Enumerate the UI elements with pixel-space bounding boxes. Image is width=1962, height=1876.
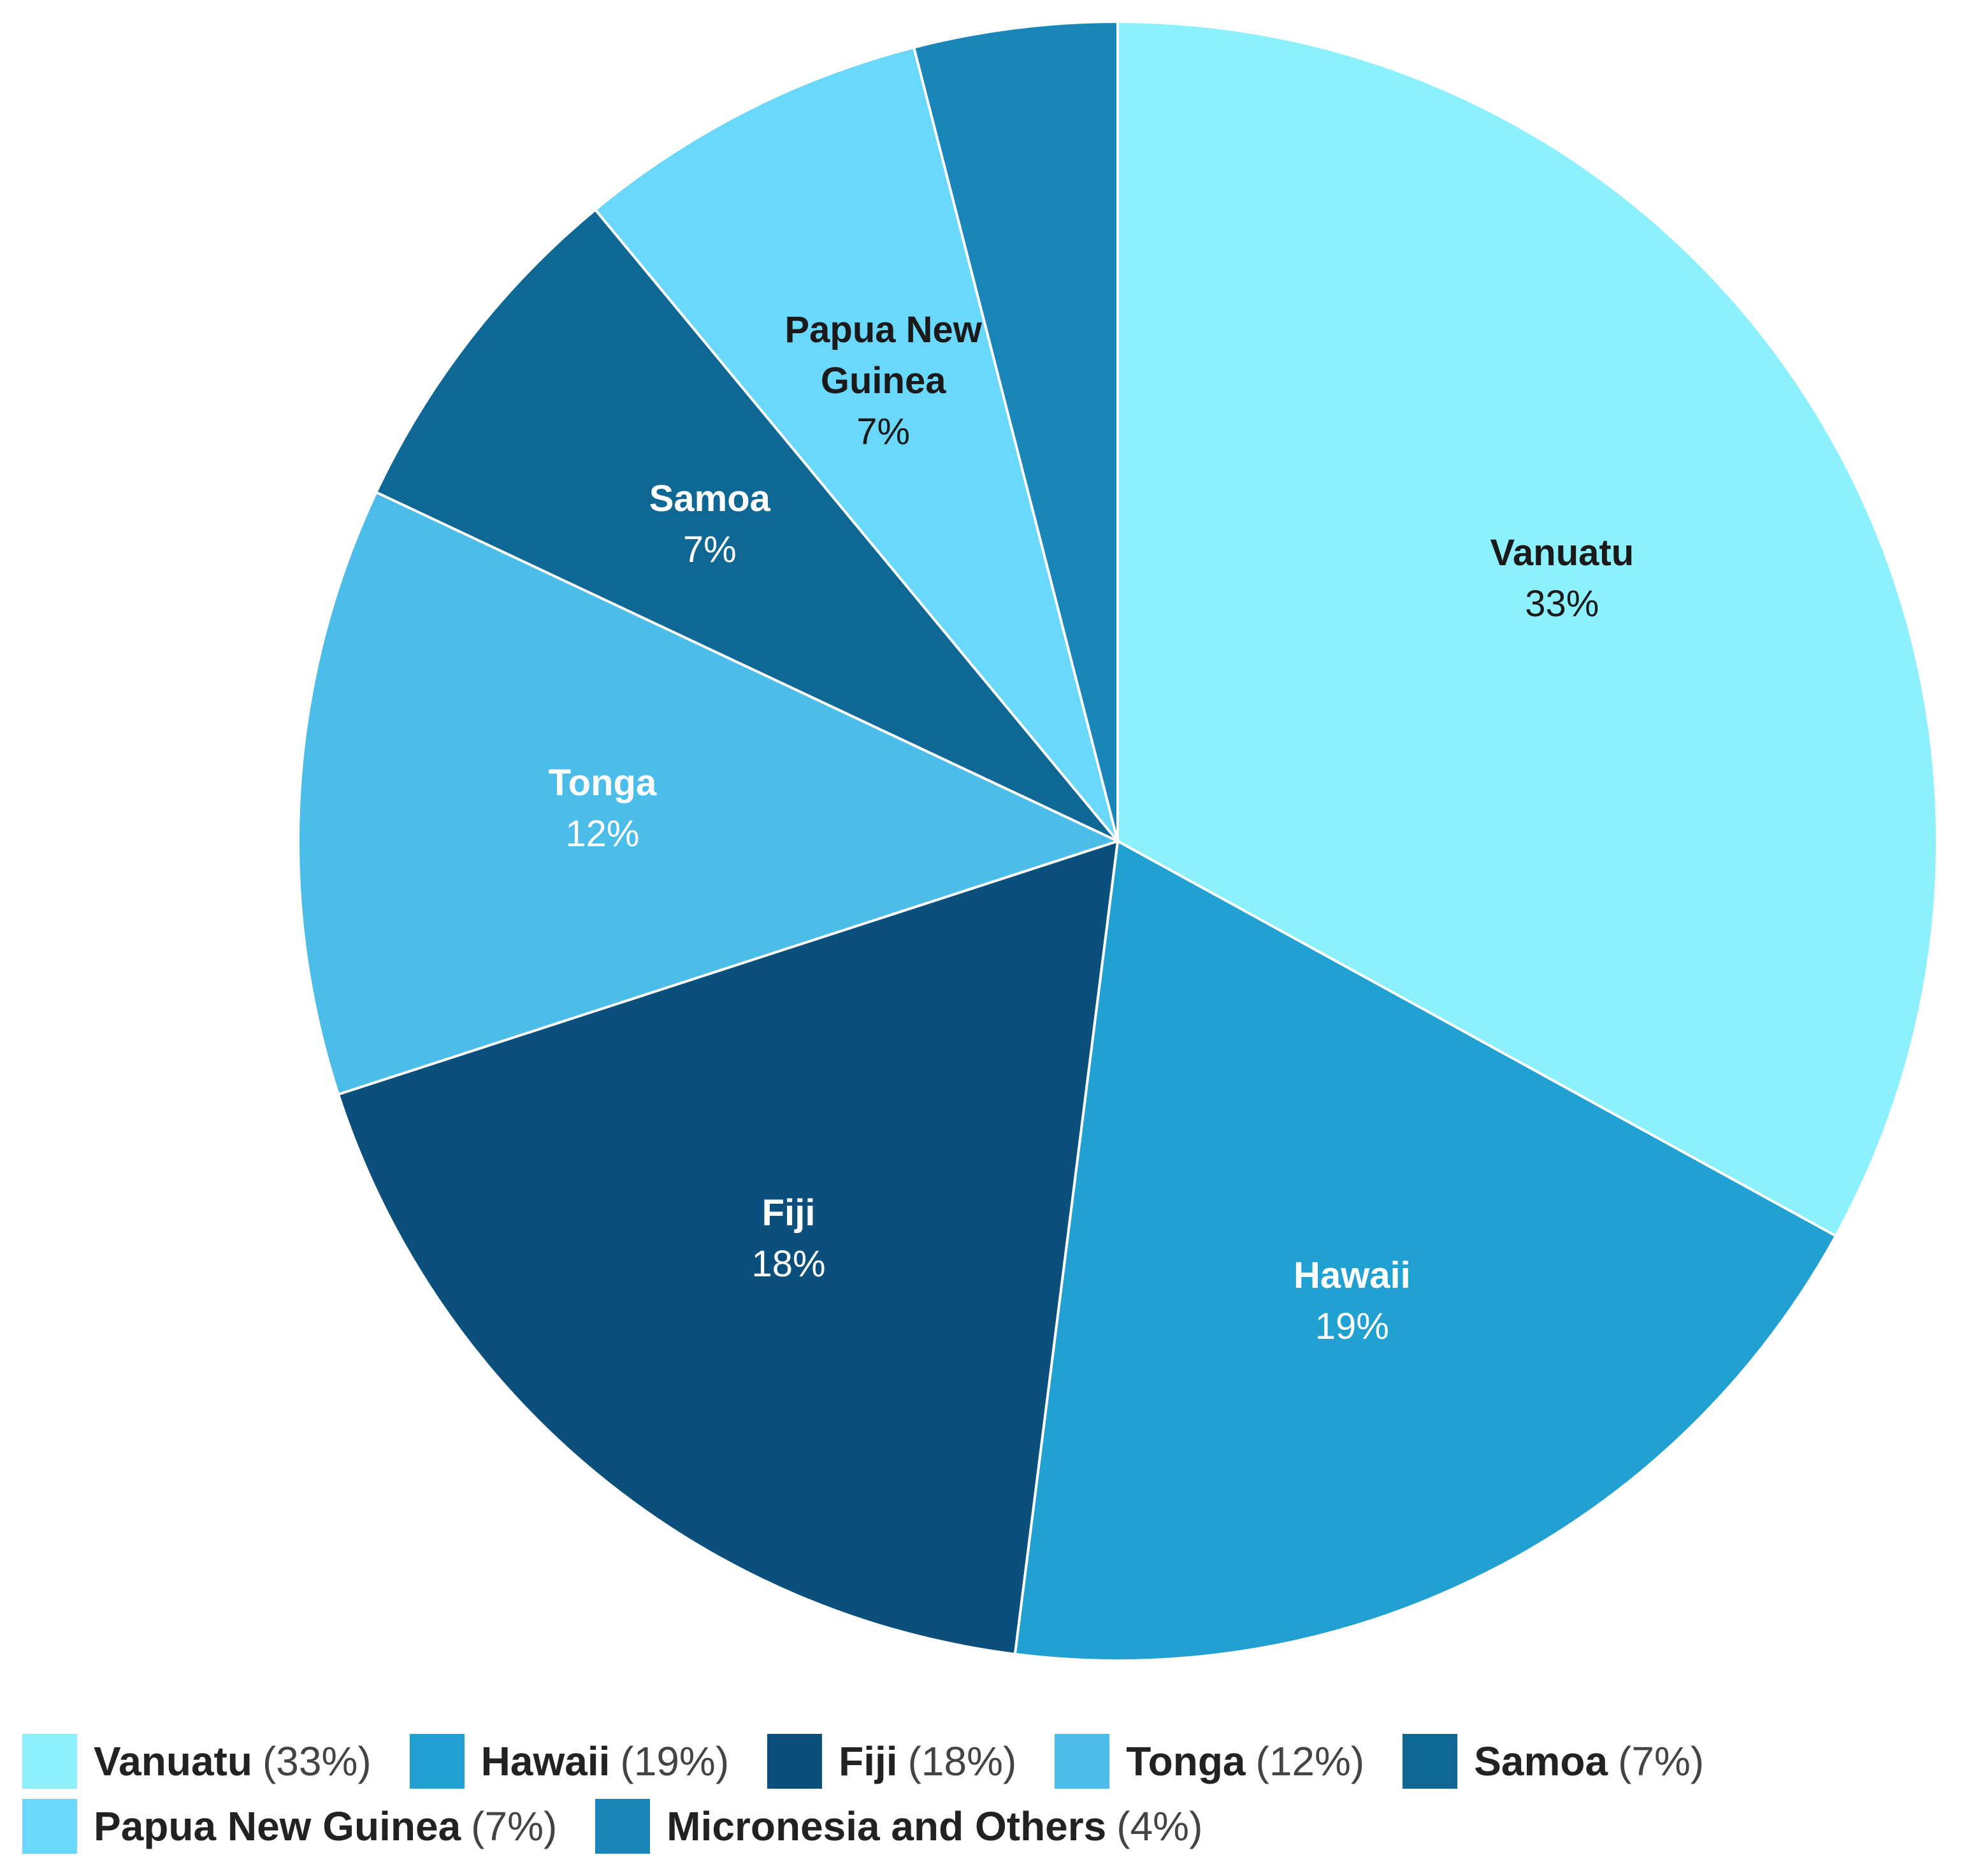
- slice-name: Tonga: [548, 762, 657, 804]
- pie-slice: [1013, 839, 1838, 1662]
- slice-value: 7%: [682, 529, 737, 571]
- legend-item: Samoa (7%): [1403, 1733, 1704, 1789]
- pie-slice: [374, 208, 1119, 842]
- slice-label: Papua New Guinea 7%: [743, 305, 1023, 458]
- legend-swatch: [1055, 1734, 1110, 1789]
- slice-value: 18%: [751, 1243, 826, 1285]
- legend-name: Micronesia and Others: [667, 1803, 1107, 1849]
- legend-name: Papua New Guinea: [94, 1803, 461, 1849]
- slice-value: 33%: [1525, 582, 1599, 624]
- legend-swatch: [409, 1734, 465, 1789]
- legend-item: Papua New Guinea (7%): [22, 1798, 557, 1854]
- legend-value: (7%): [1618, 1738, 1705, 1784]
- legend-swatch: [767, 1734, 823, 1789]
- legend-name: Samoa: [1474, 1738, 1608, 1784]
- slice-label: Vanuatu 33%: [1422, 528, 1702, 630]
- legend-item: Hawaii (19%): [409, 1733, 730, 1789]
- slice-label: Fiji 18%: [649, 1188, 929, 1290]
- legend-value: (19%): [620, 1738, 730, 1784]
- legend-swatch: [22, 1734, 77, 1789]
- slice-label: Hawaii 19%: [1212, 1250, 1492, 1352]
- legend-name: Fiji: [839, 1738, 898, 1784]
- legend-value: (33%): [262, 1738, 371, 1784]
- slice-value: 19%: [1315, 1305, 1389, 1347]
- pie-slice: [297, 490, 1122, 1096]
- slice-name: Samoa: [649, 478, 770, 520]
- legend-item: Tonga (12%): [1055, 1733, 1364, 1789]
- legend-value: (18%): [907, 1738, 1017, 1784]
- slice-name: Vanuatu: [1490, 531, 1634, 574]
- legend-value: (4%): [1116, 1803, 1203, 1849]
- pie-slice: [336, 839, 1120, 1656]
- slice-name: Fiji: [761, 1192, 816, 1234]
- legend-item: Vanuatu (33%): [22, 1733, 371, 1789]
- legend-name: Hawaii: [480, 1738, 610, 1784]
- pie-slice: [1116, 20, 1938, 1238]
- legend-value: (7%): [471, 1803, 558, 1849]
- legend-swatch: [595, 1799, 651, 1854]
- legend-item: Micronesia and Others (4%): [595, 1798, 1202, 1854]
- slice-name: Hawaii: [1293, 1254, 1411, 1296]
- legend-value: (12%): [1255, 1738, 1365, 1784]
- legend-item: Fiji (18%): [767, 1733, 1016, 1789]
- slice-name: Papua New Guinea: [784, 309, 982, 402]
- pie-slice: [912, 20, 1119, 842]
- pie-slice: [593, 45, 1119, 842]
- legend-swatch: [1403, 1734, 1458, 1789]
- slice-value: 7%: [856, 411, 911, 453]
- slice-value: 12%: [565, 813, 640, 855]
- slice-label: Tonga 12%: [462, 758, 742, 860]
- legend-swatch: [22, 1799, 77, 1854]
- chart: [297, 20, 1938, 1662]
- legend-name: Tonga: [1126, 1738, 1246, 1784]
- legend-name: Vanuatu: [94, 1738, 252, 1784]
- legend: Vanuatu (33%) Hawaii (19%) Fiji (18%) Tonga (12…: [22, 1733, 1934, 1854]
- slice-label: Samoa 7%: [570, 473, 850, 575]
